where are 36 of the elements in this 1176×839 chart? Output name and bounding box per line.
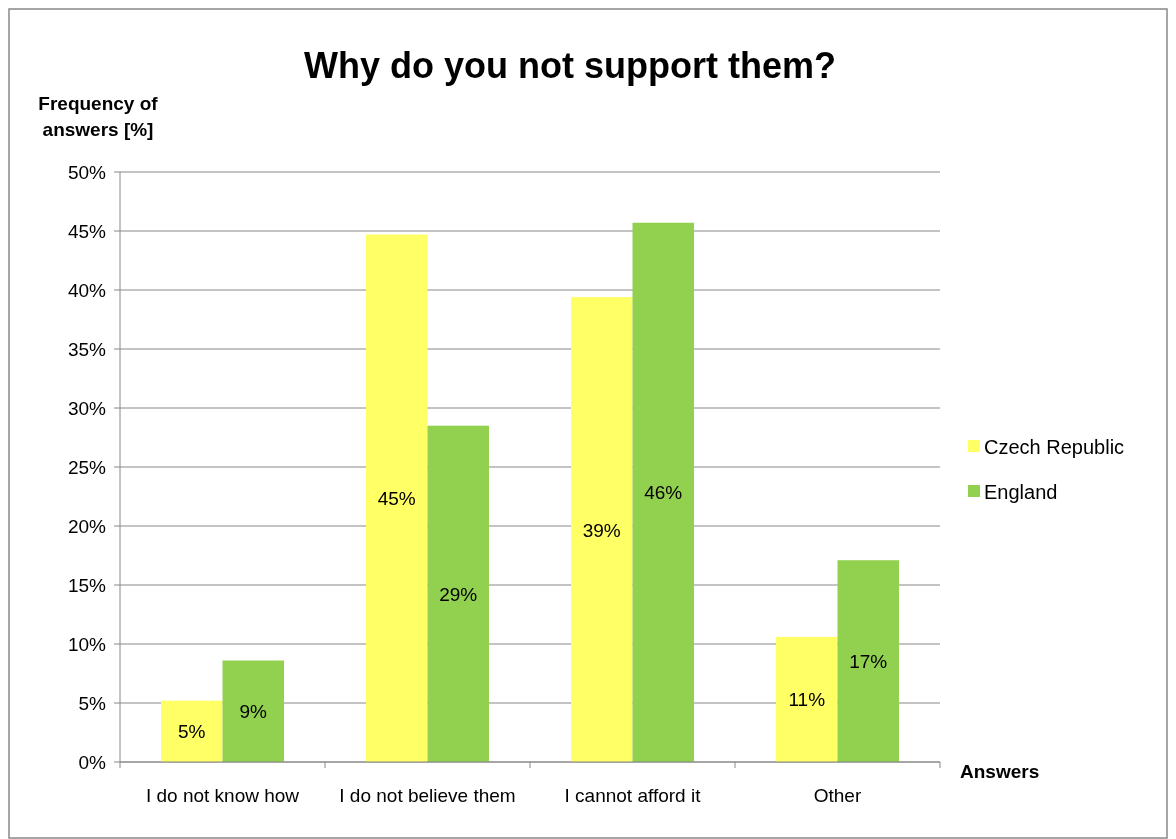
bar	[222, 660, 284, 762]
data-label: 39%	[582, 519, 621, 541]
y-tick-label: 35%	[67, 339, 107, 360]
data-label: 9%	[239, 701, 268, 723]
y-tick-label: 5%	[78, 693, 107, 714]
chart-title: Why do you not support them?	[304, 45, 836, 86]
y-tick-label: 0%	[78, 752, 107, 773]
x-tick-label: I do not know how	[145, 785, 300, 806]
y-tick-label: 50%	[67, 162, 107, 183]
bar	[632, 222, 694, 762]
x-tick-label: I do not believe them	[339, 785, 516, 806]
legend-label: England	[984, 481, 1058, 503]
data-label: 29%	[439, 583, 478, 605]
data-label: 11%	[788, 689, 826, 711]
data-label: 5%	[178, 721, 206, 743]
bar	[776, 636, 838, 762]
data-label: 45%	[377, 488, 416, 510]
y-tick-label: 15%	[67, 575, 107, 596]
y-tick-label: 10%	[67, 634, 107, 655]
legend-label: Czech Republic	[984, 436, 1125, 458]
y-tick-label: 45%	[67, 221, 107, 242]
bar	[837, 560, 899, 762]
data-label: 46%	[644, 482, 683, 504]
data-label: 17%	[849, 651, 888, 673]
y-tick-label: 40%	[67, 280, 107, 301]
y-axis-title: Frequency of answers [%]	[38, 93, 159, 140]
y-tick-label: 25%	[67, 457, 107, 478]
x-axis-title: Answers	[960, 761, 1040, 782]
bar	[366, 234, 428, 762]
bar	[161, 700, 223, 762]
x-tick-label: I cannot afford it	[564, 785, 702, 806]
x-tick-label: Other	[813, 785, 862, 806]
y-tick-label: 20%	[67, 516, 107, 537]
bar	[571, 297, 633, 762]
bar	[427, 425, 489, 762]
y-tick-label: 30%	[67, 398, 107, 419]
